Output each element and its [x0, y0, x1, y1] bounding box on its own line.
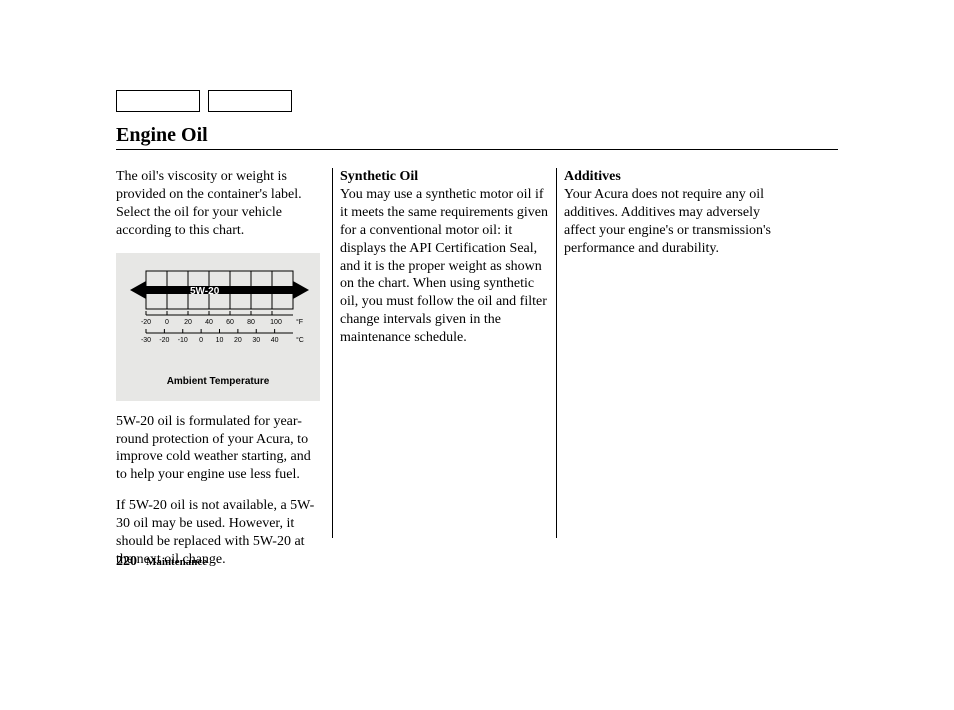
chart-caption: Ambient Temperature	[116, 376, 320, 389]
svg-text:20: 20	[234, 337, 242, 344]
col3-body: Your Acura does not require any oil addi…	[564, 187, 771, 256]
svg-text:-10: -10	[178, 337, 188, 344]
column-divider-1	[332, 168, 333, 538]
svg-text:0: 0	[165, 319, 169, 326]
page-footer: 220 Maintenance	[116, 554, 207, 570]
oil-grade-label: 5W-20	[190, 286, 220, 297]
svg-text:20: 20	[184, 319, 192, 326]
svg-text:80: 80	[247, 319, 255, 326]
column-3: Additives Your Acura does not require an…	[564, 168, 772, 271]
col3-heading: Additives	[564, 169, 621, 184]
viscosity-chart: 5W-20 -20 0 20 40 60	[116, 253, 320, 401]
header-tabs	[116, 90, 292, 112]
column-divider-2	[556, 168, 557, 538]
svg-text:40: 40	[205, 319, 213, 326]
tab-box-1	[116, 90, 200, 112]
col1-para2: 5W-20 oil is formulated for year-round p…	[116, 413, 324, 485]
page: Engine Oil The oil's viscosity or weight…	[0, 0, 954, 710]
svg-text:°C: °C	[296, 336, 304, 344]
page-title: Engine Oil	[116, 124, 208, 147]
tab-box-2	[208, 90, 292, 112]
column-2: Synthetic Oil You may use a synthetic mo…	[340, 168, 548, 360]
column-1: The oil's viscosity or weight is provide…	[116, 168, 324, 582]
col2-heading: Synthetic Oil	[340, 169, 418, 184]
svg-text:0: 0	[199, 337, 203, 344]
section-name: Maintenance	[146, 556, 207, 568]
svg-text:10: 10	[216, 337, 224, 344]
svg-text:40: 40	[271, 337, 279, 344]
svg-text:30: 30	[252, 337, 260, 344]
svg-text:100: 100	[270, 319, 282, 326]
title-rule	[116, 149, 838, 150]
svg-text:-20: -20	[141, 319, 151, 326]
col1-intro: The oil's viscosity or weight is provide…	[116, 168, 324, 240]
col2-body: You may use a synthetic motor oil if it …	[340, 187, 548, 345]
page-number: 220	[116, 554, 137, 569]
svg-text:60: 60	[226, 319, 234, 326]
svg-text:°F: °F	[296, 318, 303, 326]
svg-text:-20: -20	[159, 337, 169, 344]
svg-text:-30: -30	[141, 337, 151, 344]
